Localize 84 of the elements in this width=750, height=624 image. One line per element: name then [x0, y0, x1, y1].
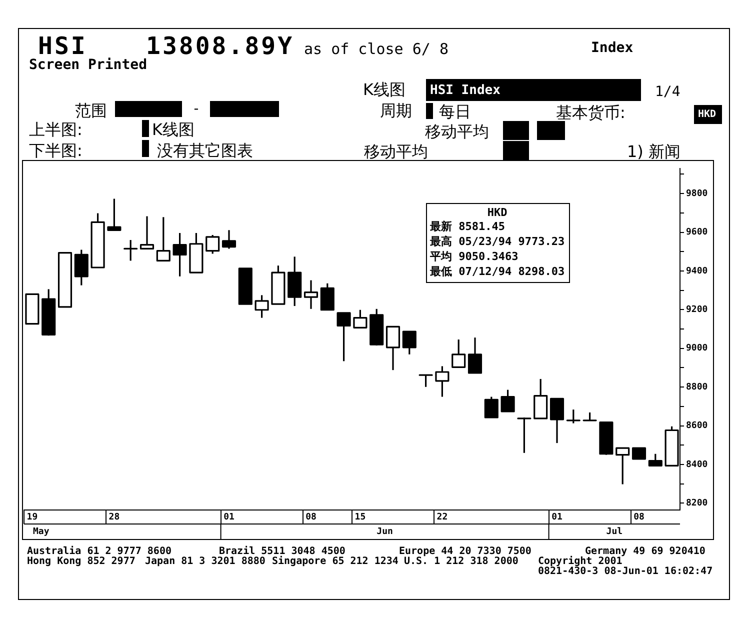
annotation: 最低 07/12/94 8298.03	[430, 265, 565, 278]
annotation: 最高 05/23/94 9773.23	[430, 235, 565, 248]
annotation: HKD	[487, 206, 508, 219]
text: 移动平均	[425, 122, 489, 143]
candlestick	[140, 215, 154, 250]
candlestick	[566, 408, 580, 424]
candlestick	[418, 374, 433, 388]
candlestick	[74, 248, 88, 286]
text: Hong Kong 852 2977	[27, 556, 136, 567]
candlestick	[648, 453, 662, 466]
input-field: HSI Index	[426, 79, 641, 101]
candlestick	[534, 378, 548, 420]
y-tick-label: 9400	[686, 266, 708, 276]
text: as of close 6/ 8	[304, 40, 448, 58]
y-tick-label: 9000	[686, 344, 708, 354]
text: K线图	[152, 120, 194, 141]
text: Japan 81 3 3201 8880	[145, 556, 266, 567]
text: -	[192, 101, 200, 117]
text: 没有其它图表	[157, 141, 253, 162]
candlestick	[452, 338, 466, 368]
text: 下半图:	[29, 141, 82, 162]
text: Index	[591, 40, 634, 56]
y-tick-label: 8800	[686, 382, 708, 392]
text: Europe 44 20 7330 7500	[399, 546, 532, 557]
y-tick-label: 8600	[686, 421, 708, 432]
text: Germany 49 69 920410	[585, 546, 706, 557]
candlestick	[222, 229, 236, 250]
text: Jun	[376, 526, 393, 537]
x-tick-label: 22	[436, 512, 448, 523]
x-tick-label: 28	[108, 512, 120, 523]
candlestick	[616, 447, 630, 486]
candlestick	[156, 216, 170, 262]
candlestick	[484, 396, 498, 418]
x-tick-label: 08	[306, 512, 316, 523]
candlestick	[550, 398, 564, 444]
candlestick	[320, 282, 334, 311]
text: K线图	[363, 80, 406, 101]
input-field: HKD	[694, 105, 722, 124]
candlestick	[500, 389, 515, 412]
text: U.S. 1 212 318 2000	[404, 556, 518, 567]
y-tick-label: 9600	[686, 228, 708, 238]
candlestick	[206, 234, 220, 255]
candlestick	[632, 447, 646, 460]
text: Copyright 2001	[538, 556, 622, 567]
candlestick	[386, 326, 400, 371]
candlestick	[353, 309, 368, 328]
candlestick	[336, 312, 351, 362]
text: 基本货币:	[556, 103, 626, 124]
text: 0821-430-3 08-Jun-01 16:02:47	[538, 566, 713, 577]
candlestick	[107, 198, 122, 231]
text: 上半图:	[29, 120, 82, 141]
text: May	[33, 526, 50, 537]
text: Australia 61 2 9777 8600	[27, 546, 172, 557]
candlestick	[254, 294, 269, 319]
text: 范围	[75, 101, 107, 122]
text: Brazil 5511 3048 4500	[219, 546, 346, 557]
y-tick-label: 9200	[686, 305, 708, 316]
candlestick	[402, 330, 416, 356]
text: Singapore 65 212 1234	[272, 556, 398, 567]
text: 移动平均	[364, 142, 428, 163]
candlestick	[435, 365, 450, 398]
annotation: 平均 9050.3463	[430, 250, 518, 263]
text: 周期	[380, 101, 412, 122]
x-tick-label: 19	[26, 512, 38, 523]
x-tick-label: 08	[634, 512, 644, 523]
text: 1) 新闻	[627, 142, 681, 163]
candlestick	[304, 279, 318, 310]
text: Screen Printed	[29, 57, 148, 73]
text: 每日	[439, 102, 471, 123]
y-tick-label: 8200	[686, 498, 708, 509]
x-tick-label: 01	[224, 512, 234, 523]
candlestick	[124, 239, 138, 262]
x-tick-label: 01	[552, 512, 562, 523]
annotation: 最新 8581.45	[430, 220, 505, 233]
candlestick	[172, 232, 187, 278]
chart-title: HSI	[38, 32, 88, 60]
text: 1/4	[655, 84, 680, 100]
candlestick	[517, 416, 532, 454]
y-tick-label: 9800	[686, 188, 708, 199]
x-tick-label: 15	[354, 512, 366, 523]
candlestick	[468, 336, 482, 374]
text: Jul	[606, 526, 623, 537]
text: 13808.89Y	[146, 32, 294, 60]
y-tick-label: 8400	[686, 460, 708, 470]
